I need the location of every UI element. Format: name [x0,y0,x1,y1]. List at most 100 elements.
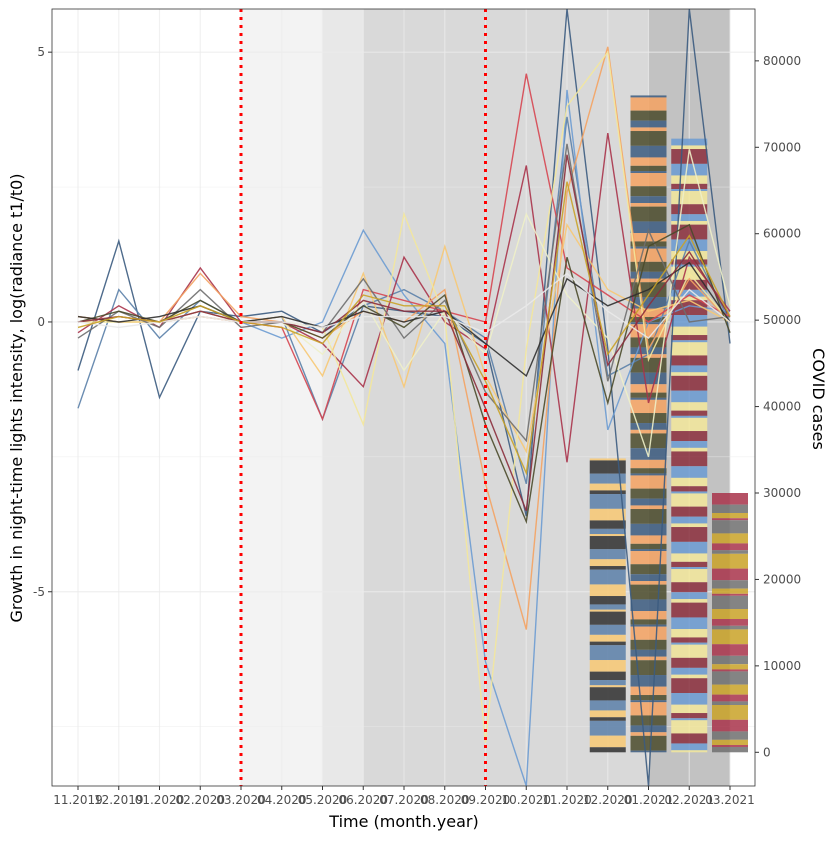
covid-bar-band [671,145,708,150]
covid-bar-band [630,599,667,612]
covid-bar-band [671,486,708,492]
covid-bar-band [630,196,667,204]
covid-bar-band [671,189,708,192]
covid-bar-band [671,637,708,643]
x-tick-label: 10.2020 [501,793,551,807]
x-tick-label: 03.2021 [705,793,755,807]
covid-bar-band [630,700,667,703]
covid-bar-band [671,477,708,487]
covid-bar-band [712,580,748,589]
x-tick-label: 02.2021 [664,793,714,807]
covid-bar-band [671,553,708,562]
covid-bar-band [589,611,626,625]
covid-bar-band [712,504,748,514]
covid-bar-band [671,447,708,452]
covid-bar-band [589,747,626,753]
covid-bar-band [589,710,626,718]
covid-bar-band [630,619,667,625]
series-line-14 [77,272,731,340]
covid-bar-band [671,569,708,583]
covid-bar-band [671,617,708,630]
x-tick-label: 11.2020 [542,793,592,807]
y2-tick-label: 0 [763,745,771,759]
covid-bar-band [630,584,667,600]
covid-bar-band [671,390,708,403]
covid-bar-band [671,375,708,391]
covid-bar-band [589,641,626,646]
covid-bar-band [589,720,626,736]
covid-bar-band [671,506,708,517]
covid-bar-band [630,95,667,98]
covid-bar-band [712,520,748,534]
covid-bar-band [589,645,626,661]
covid-bar-band [671,372,708,376]
covid-bar-band [589,624,626,635]
covid-bar-band [589,609,626,612]
x-tick-label: 11.2019 [53,793,103,807]
covid-bar-band [712,553,748,569]
covid-bar-band [589,671,626,681]
covid-bar-band [630,498,667,506]
y2-tick-label: 50000 [763,313,801,327]
x-tick-label: 01.2020 [135,793,185,807]
covid-bar-band [589,634,626,642]
covid-bar-band [630,488,667,499]
covid-bar-band [630,725,667,733]
series-line-13 [77,154,731,512]
covid-bar-band [712,493,748,505]
covid-bar-band [671,451,708,467]
covid-bar-band [630,297,667,309]
covid-bar-band [671,441,708,448]
covid-bar-band [589,494,626,509]
covid-bar-band [712,518,748,521]
covid-bar-band [671,743,708,751]
covid-bar-band [712,747,748,753]
covid-bar-band [712,719,748,732]
covid-bar-band [589,717,626,721]
covid-bar-band [630,233,667,242]
covid-bar-band [671,204,708,215]
covid-bar-band [712,588,748,594]
covid-bar-band [630,97,667,111]
covid-bar-band [671,340,708,343]
y2-tick-label: 80000 [763,54,801,68]
covid-bar-band [671,657,708,668]
covid-bar-band [630,173,667,187]
covid-bar-band [589,596,626,605]
covid-bar-band [712,655,748,665]
covid-bar-band [589,584,626,597]
covid-bar-12.2020 [589,458,626,753]
covid-bar-band [589,458,626,461]
covid-bar-band [671,693,708,705]
covid-bar-band [630,337,667,348]
covid-bar-band [630,695,667,701]
covid-bar-band [630,241,667,247]
covid-bar-band [712,568,748,581]
covid-bar-band [589,735,626,748]
x-tick-label: 06.2020 [338,793,388,807]
y2-tick-label: 60000 [763,227,801,241]
covid-bar-band [671,300,708,316]
x-tick-label: 04.2020 [257,793,307,807]
covid-bar-band [589,566,626,570]
covid-bar-band [671,365,708,373]
covid-bar-band [630,186,667,197]
series-line-11 [77,223,731,525]
covid-bar-band [671,720,708,734]
covid-bar-band [671,251,708,260]
covid-bar-band [589,536,626,550]
y2-tick-label: 20000 [763,572,801,586]
covid-bar-band [671,599,708,603]
covid-bar-band [671,224,708,240]
covid-bar-band [630,581,667,585]
covid-bar-band [630,473,667,476]
covid-bar-band [671,644,708,658]
covid-bar-band [630,317,667,323]
covid-bar-band [630,131,667,146]
covid-bar-band [671,750,708,753]
covid-bar-band [671,417,708,432]
covid-bar-band [630,120,667,128]
covid-bar-band [630,165,667,172]
covid-bar-band [630,660,667,676]
covid-bar-band [630,735,667,751]
